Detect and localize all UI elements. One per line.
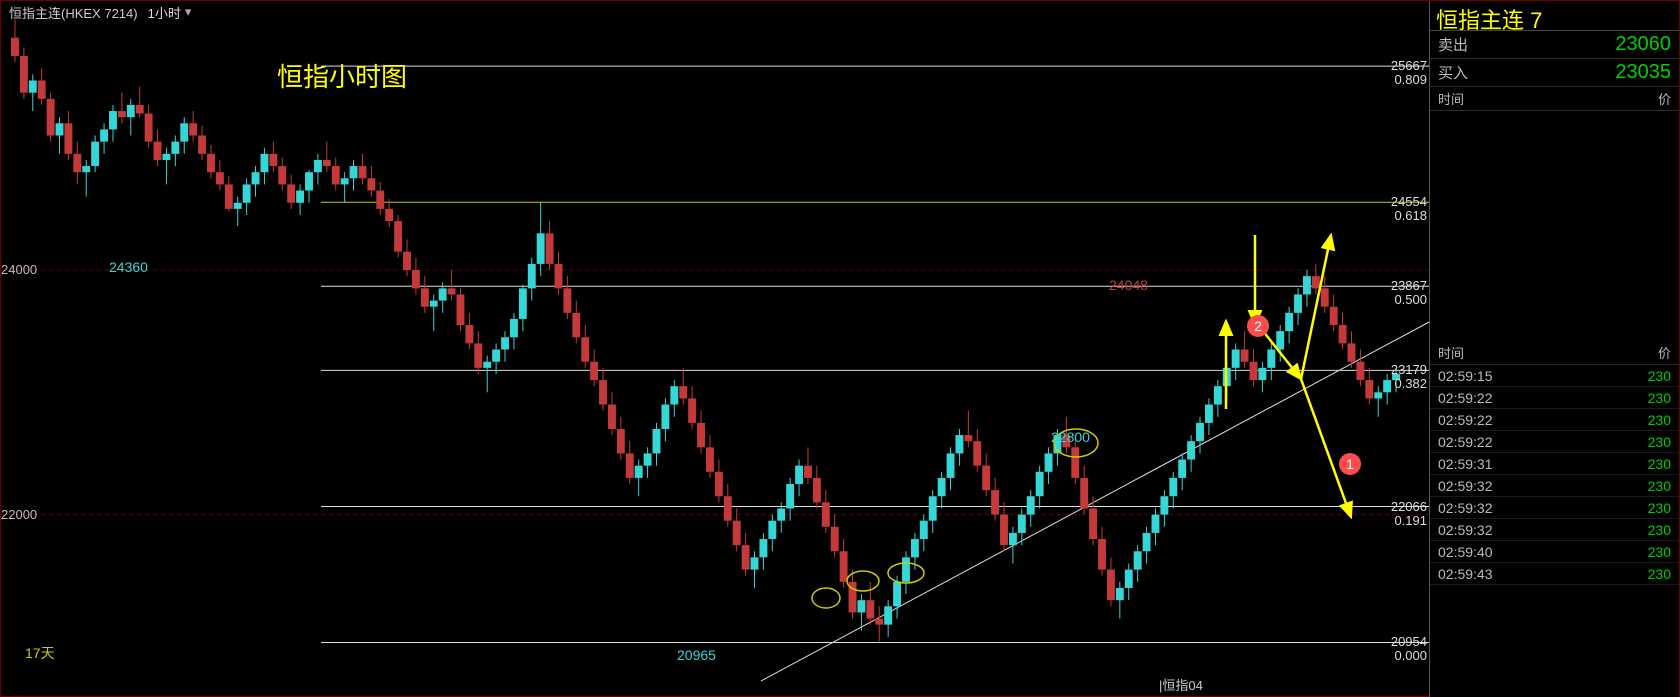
col-price-2: 价: [1658, 343, 1671, 362]
y-tick: 24000: [1, 262, 37, 277]
price-annotation: 17天: [25, 643, 55, 663]
timeframe-label: 1小时: [148, 3, 181, 22]
col-time: 时间: [1438, 89, 1464, 108]
chevron-down-icon: ▾: [185, 4, 192, 20]
tick-price: 230: [1648, 456, 1671, 472]
x-label: |恒指04: [1159, 675, 1203, 694]
tick-row[interactable]: 02:59:15 230: [1430, 365, 1679, 387]
fib-price: 25667: [1391, 58, 1427, 73]
tick-price: 230: [1648, 566, 1671, 582]
tick-price: 230: [1648, 522, 1671, 538]
tick-price: 230: [1648, 544, 1671, 560]
fib-price: 22066: [1391, 499, 1427, 514]
price-annotation: 20965: [677, 647, 716, 663]
fib-ratio: 0.618: [1394, 208, 1427, 223]
tick-row[interactable]: 02:59:32 230: [1430, 475, 1679, 497]
fib-price: 23179: [1391, 362, 1427, 377]
tick-row[interactable]: 02:59:32 230: [1430, 519, 1679, 541]
scenario-badge: 1: [1339, 453, 1361, 475]
fib-ratio: 0.500: [1394, 292, 1427, 307]
tick-row[interactable]: 02:59:31 230: [1430, 453, 1679, 475]
tick-time: 02:59:32: [1438, 522, 1493, 538]
symbol-label[interactable]: 恒指主连(HKEX 7214): [9, 3, 138, 22]
sell-row[interactable]: 卖出 23060: [1430, 31, 1679, 59]
tick-time: 02:59:22: [1438, 434, 1493, 450]
tick-time: 02:59:32: [1438, 500, 1493, 516]
app-root: 恒指主连(HKEX 7214) 1小时 ▾ 恒指小时图 24000 22000 25…: [0, 0, 1680, 697]
tick-row[interactable]: 02:59:22 230: [1430, 431, 1679, 453]
buy-row[interactable]: 买入 23035: [1430, 59, 1679, 87]
tick-time: 02:59:15: [1438, 368, 1493, 384]
fib-price: 24554: [1391, 194, 1427, 209]
price-annotation: 24048: [1109, 277, 1148, 293]
tick-spacer: [1430, 111, 1679, 341]
tick-time: 02:59:40: [1438, 544, 1493, 560]
tick-price: 230: [1648, 500, 1671, 516]
tick-row[interactable]: 02:59:22 230: [1430, 409, 1679, 431]
price-annotation: 24360: [109, 259, 148, 275]
fib-ratio: 0.191: [1394, 513, 1427, 528]
tick-time: 02:59:43: [1438, 566, 1493, 582]
tick-time: 02:59:22: [1438, 412, 1493, 428]
chart-header: 恒指主连(HKEX 7214) 1小时 ▾: [1, 1, 191, 23]
quote-panel: 恒指主连 7 卖出 23060 买入 23035 时间 价 时间 价 02:59…: [1429, 1, 1679, 697]
tick-row[interactable]: 02:59:43 230: [1430, 563, 1679, 585]
fib-ratio: 0.809: [1394, 72, 1427, 87]
col-price: 价: [1658, 89, 1671, 108]
fib-price: 23867: [1391, 278, 1427, 293]
tick-row[interactable]: 02:59:22 230: [1430, 387, 1679, 409]
tick-price: 230: [1648, 412, 1671, 428]
chart-viewport[interactable]: 恒指主连(HKEX 7214) 1小时 ▾ 恒指小时图 24000 22000 25…: [1, 1, 1431, 697]
fib-ratio: 0.000: [1394, 648, 1427, 663]
candlestick-chart[interactable]: [1, 1, 1431, 697]
tick-price: 230: [1648, 390, 1671, 406]
tick-header: 时间 价: [1430, 87, 1679, 111]
sell-price: 23060: [1615, 33, 1671, 56]
y-tick: 22000: [1, 507, 37, 522]
price-annotation: 22800: [1051, 429, 1090, 445]
sell-label: 卖出: [1438, 34, 1468, 55]
col-time-2: 时间: [1438, 343, 1464, 362]
chart-title: 恒指小时图: [277, 57, 407, 94]
tick-price: 230: [1648, 434, 1671, 450]
tick-price: 230: [1648, 368, 1671, 384]
quote-title: 恒指主连 7: [1430, 1, 1679, 31]
scenario-badge: 2: [1247, 315, 1269, 337]
fib-price: 20954: [1391, 634, 1427, 649]
tick-row[interactable]: 02:59:40 230: [1430, 541, 1679, 563]
buy-price: 23035: [1615, 61, 1671, 84]
tick-time: 02:59:31: [1438, 456, 1493, 472]
tick-header-2: 时间 价: [1430, 341, 1679, 365]
timeframe-selector[interactable]: 1小时 ▾: [148, 3, 192, 22]
buy-label: 买入: [1438, 62, 1468, 83]
tick-list: 02:59:1523002:59:2223002:59:2223002:59:2…: [1430, 365, 1679, 585]
tick-price: 230: [1648, 478, 1671, 494]
tick-time: 02:59:22: [1438, 390, 1493, 406]
fib-ratio: 0.382: [1394, 376, 1427, 391]
tick-time: 02:59:32: [1438, 478, 1493, 494]
tick-row[interactable]: 02:59:32 230: [1430, 497, 1679, 519]
